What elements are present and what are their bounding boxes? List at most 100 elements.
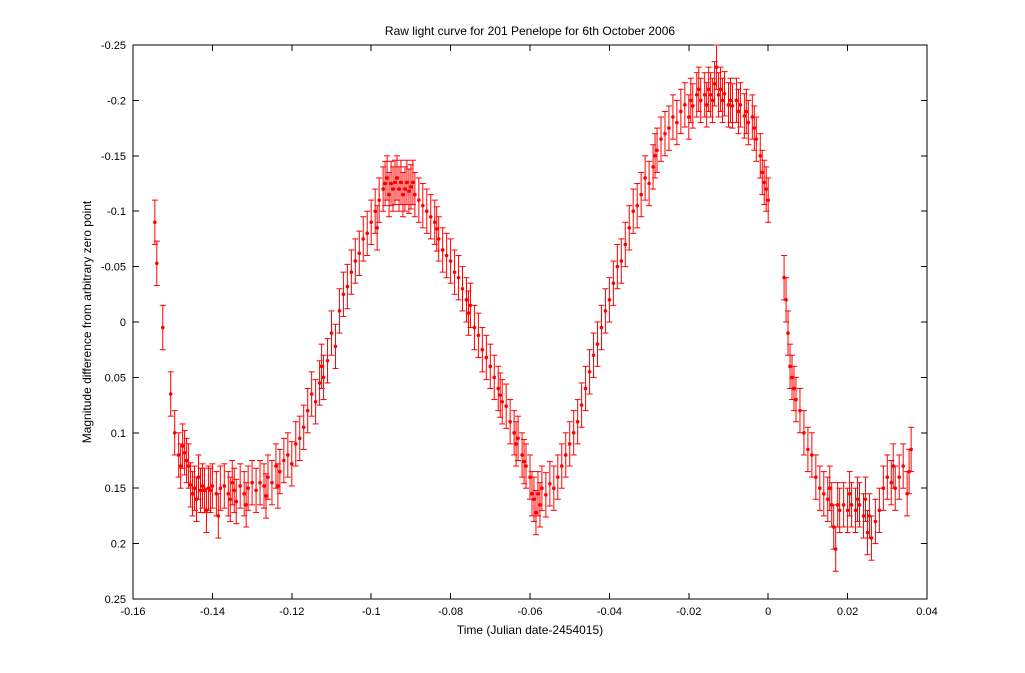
data-point-marker [184,458,189,463]
data-point-marker [238,484,242,488]
data-point [697,77,704,124]
data-point-marker [530,491,534,496]
data-point-marker [563,453,568,457]
data-point-marker [393,180,397,185]
data-point [409,159,416,206]
data-point-marker [155,261,159,266]
data-point-marker [254,488,258,493]
data-point [630,188,637,234]
data-point-marker [196,475,201,479]
data-point-marker [508,419,512,424]
data-point-marker [865,530,870,535]
data-point-marker [313,399,318,404]
data-point-marker [264,494,268,498]
data-point [665,105,672,151]
data-point-marker [627,226,632,230]
data-point [701,72,708,118]
data-point-marker [377,198,381,202]
data-point-marker [837,508,842,513]
data-point [205,465,212,511]
data-point [340,271,347,317]
data-point-marker [498,393,503,397]
y-tick-label: 0 [120,317,126,329]
data-point [264,454,271,500]
data-point-marker [222,484,227,488]
data-point [288,441,295,487]
data-point-marker [802,431,806,435]
data-point-marker [643,176,647,180]
y-ticks: -0.25 -0.2 -0.15 -0.1 -0.05 0 0.05 0.1 0.15 0.2 0.… [101,40,927,606]
data-point-marker [571,431,576,435]
data-point [681,82,688,128]
y-tick-label: 0.2 [111,539,126,551]
data-point-marker [349,270,354,274]
data-point-marker [246,486,250,491]
data-point-marker [536,491,540,496]
data-point [594,321,601,367]
data-point [497,372,504,418]
data-point-marker [728,98,733,103]
data-point-marker [675,120,679,125]
data-point-marker [663,131,667,136]
data-point-marker [683,103,687,107]
data-point-marker [555,475,560,479]
data-point-marker [514,442,518,446]
data-point [687,77,694,124]
data-point [836,487,843,534]
data-point-marker [587,370,592,374]
data-point-marker [397,187,401,191]
data-point-marker [528,475,532,479]
data-point-marker [434,227,439,231]
data-point-marker [698,98,703,103]
data-point-marker [218,486,223,491]
data-point [320,354,327,401]
data-point [304,387,311,434]
data-point-marker [746,120,751,125]
data-point-marker [484,355,489,360]
data-point [261,463,268,509]
data-point-marker [671,115,675,119]
data-point [376,177,383,223]
data-point [554,454,561,500]
y-tick-label: 0.15 [105,483,126,495]
data-point-marker [750,115,755,119]
data-point-marker [863,497,868,502]
data-point [352,238,359,284]
data-point-marker [421,203,425,208]
data-point [622,221,629,268]
data-point [626,205,633,251]
data-point-marker [258,480,262,485]
data-point-marker [297,436,302,441]
data-point-marker [262,484,266,488]
data-point-marker [897,475,902,479]
data-point [848,482,855,528]
data-point-marker [794,397,798,402]
data-point-marker [687,115,691,119]
data-point-marker [290,462,294,466]
data-point [534,471,541,517]
data-point-marker [784,298,788,302]
data-point [896,454,903,500]
data-point [765,177,772,223]
data-point-marker [635,203,639,208]
data-point-marker [639,192,643,197]
data-point [344,263,351,310]
data-point [884,454,891,500]
data-point-marker [659,137,663,141]
data-point [677,88,684,135]
data-point-marker [325,358,330,363]
data-point-marker [278,469,282,474]
data-point-marker [869,536,874,540]
data-point [598,304,605,351]
data-point-marker [317,381,322,385]
data-point-marker [276,484,280,488]
data-point [433,206,440,252]
data-point [268,460,275,506]
data-point-marker [758,154,763,158]
data-point-marker [788,364,792,369]
data-point-marker [266,475,270,479]
data-point [245,465,252,511]
data-point-marker [790,375,794,380]
data-point-marker [460,286,465,291]
